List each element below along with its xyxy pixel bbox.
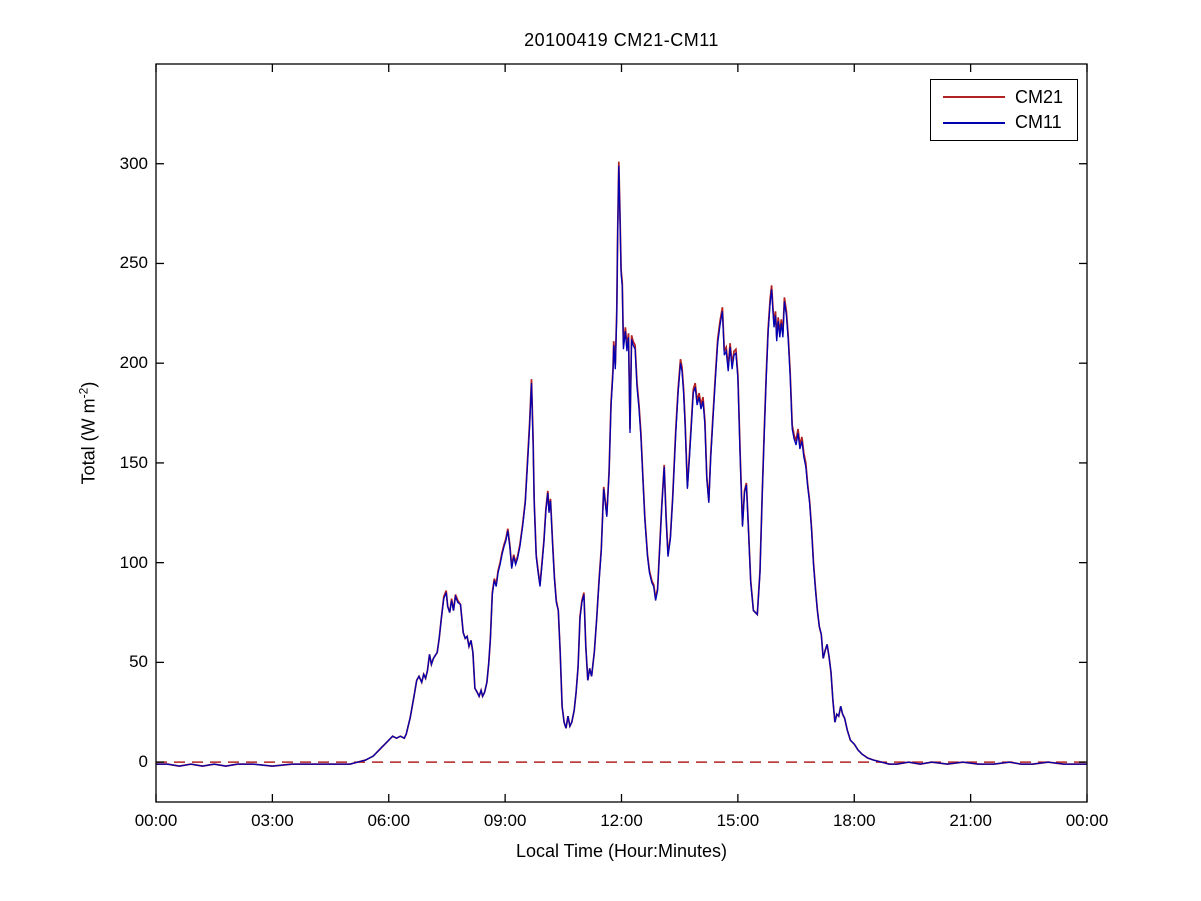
axes-frame <box>155 63 1088 803</box>
x-tick-label: 00:00 <box>134 811 178 830</box>
legend-entry-cm21: CM21 <box>943 87 1067 108</box>
x-tick-label: 00:00 <box>1065 811 1109 830</box>
cm21-line-swatch <box>943 96 1005 99</box>
y-tick-label: 100 <box>119 552 148 572</box>
legend-label-cm21: CM21 <box>1015 86 1064 107</box>
x-tick-label: 03:00 <box>251 811 294 830</box>
y-tick-label: 200 <box>119 353 148 373</box>
series-line-cm11 <box>156 165 1087 767</box>
x-tick-label: 21:00 <box>949 811 992 830</box>
x-tick-label: 18:00 <box>832 811 876 830</box>
y-axis-label: Total (W m-2) <box>77 382 100 485</box>
x-axis-label: Local Time (Hour:Minutes) <box>515 841 728 861</box>
y-axis-label-text: Total (W m <box>78 398 99 485</box>
y-tick-label: 300 <box>119 153 148 173</box>
y-tick-label: 150 <box>119 452 148 472</box>
x-tick-label: 06:00 <box>367 811 411 830</box>
x-tick-label: 09:00 <box>483 811 527 830</box>
cm11-line-swatch <box>943 121 1005 124</box>
series-line-cm21 <box>156 161 1087 767</box>
y-axis-label-superscript: -2 <box>76 387 91 399</box>
chart-title: 20100419 CM21-CM11 <box>524 30 719 50</box>
y-tick-label: 50 <box>129 652 148 672</box>
y-tick-label: 0 <box>138 752 148 772</box>
x-tick-label: 15:00 <box>716 811 760 830</box>
legend-entry-cm11: CM11 <box>943 112 1067 133</box>
y-tick-label: 250 <box>119 253 148 273</box>
y-axis-label-close: ) <box>78 381 99 388</box>
legend-label-cm11: CM11 <box>1015 112 1062 133</box>
x-tick-label: 12:00 <box>600 811 643 830</box>
legend: CM21 CM11 <box>930 79 1078 141</box>
